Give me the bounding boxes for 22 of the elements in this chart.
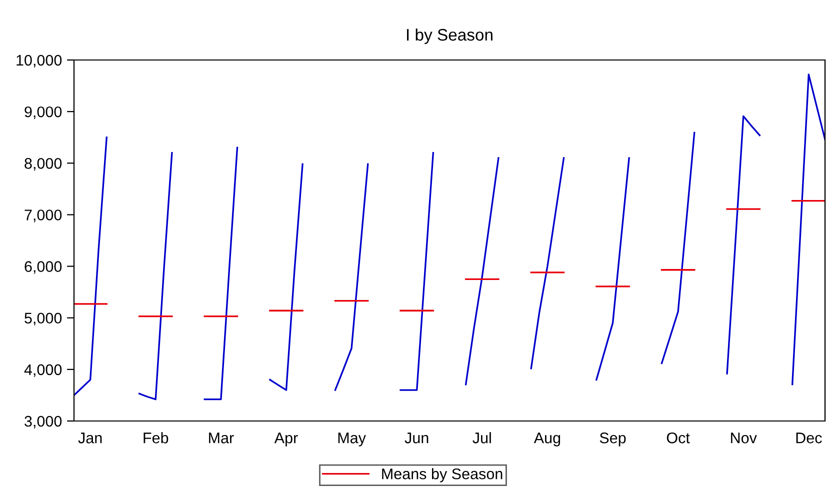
legend-label: Means by Season [382, 468, 502, 482]
y-tick-label: 6,000 [24, 261, 62, 274]
y-tick-label: 7,000 [24, 210, 62, 222]
x-tick-label: Dec [796, 432, 822, 444]
y-tick-label: 4,000 [24, 364, 62, 377]
x-tick-label: Jul [472, 432, 491, 444]
y-tick-label: 3,000 [24, 416, 62, 428]
x-tick-label: Jan [78, 432, 102, 444]
x-tick-label: Apr [274, 432, 298, 446]
x-tick-label: Jun [404, 432, 428, 444]
y-tick-label: 8,000 [24, 158, 62, 171]
x-tick-label: Feb [144, 432, 168, 444]
x-tick-label: Aug [534, 432, 560, 446]
chart-title: I by Season [407, 28, 492, 44]
y-tick-label: 9,000 [24, 106, 62, 120]
x-tick-label: Sep [600, 432, 626, 446]
y-tick-label: 10,000 [16, 54, 62, 68]
x-tick-label: Oct [666, 432, 690, 444]
x-tick-label: Nov [731, 432, 757, 444]
x-tick-label: Mar [209, 432, 234, 444]
y-tick-label: 5,000 [24, 312, 62, 326]
x-tick-label: May [338, 432, 366, 446]
